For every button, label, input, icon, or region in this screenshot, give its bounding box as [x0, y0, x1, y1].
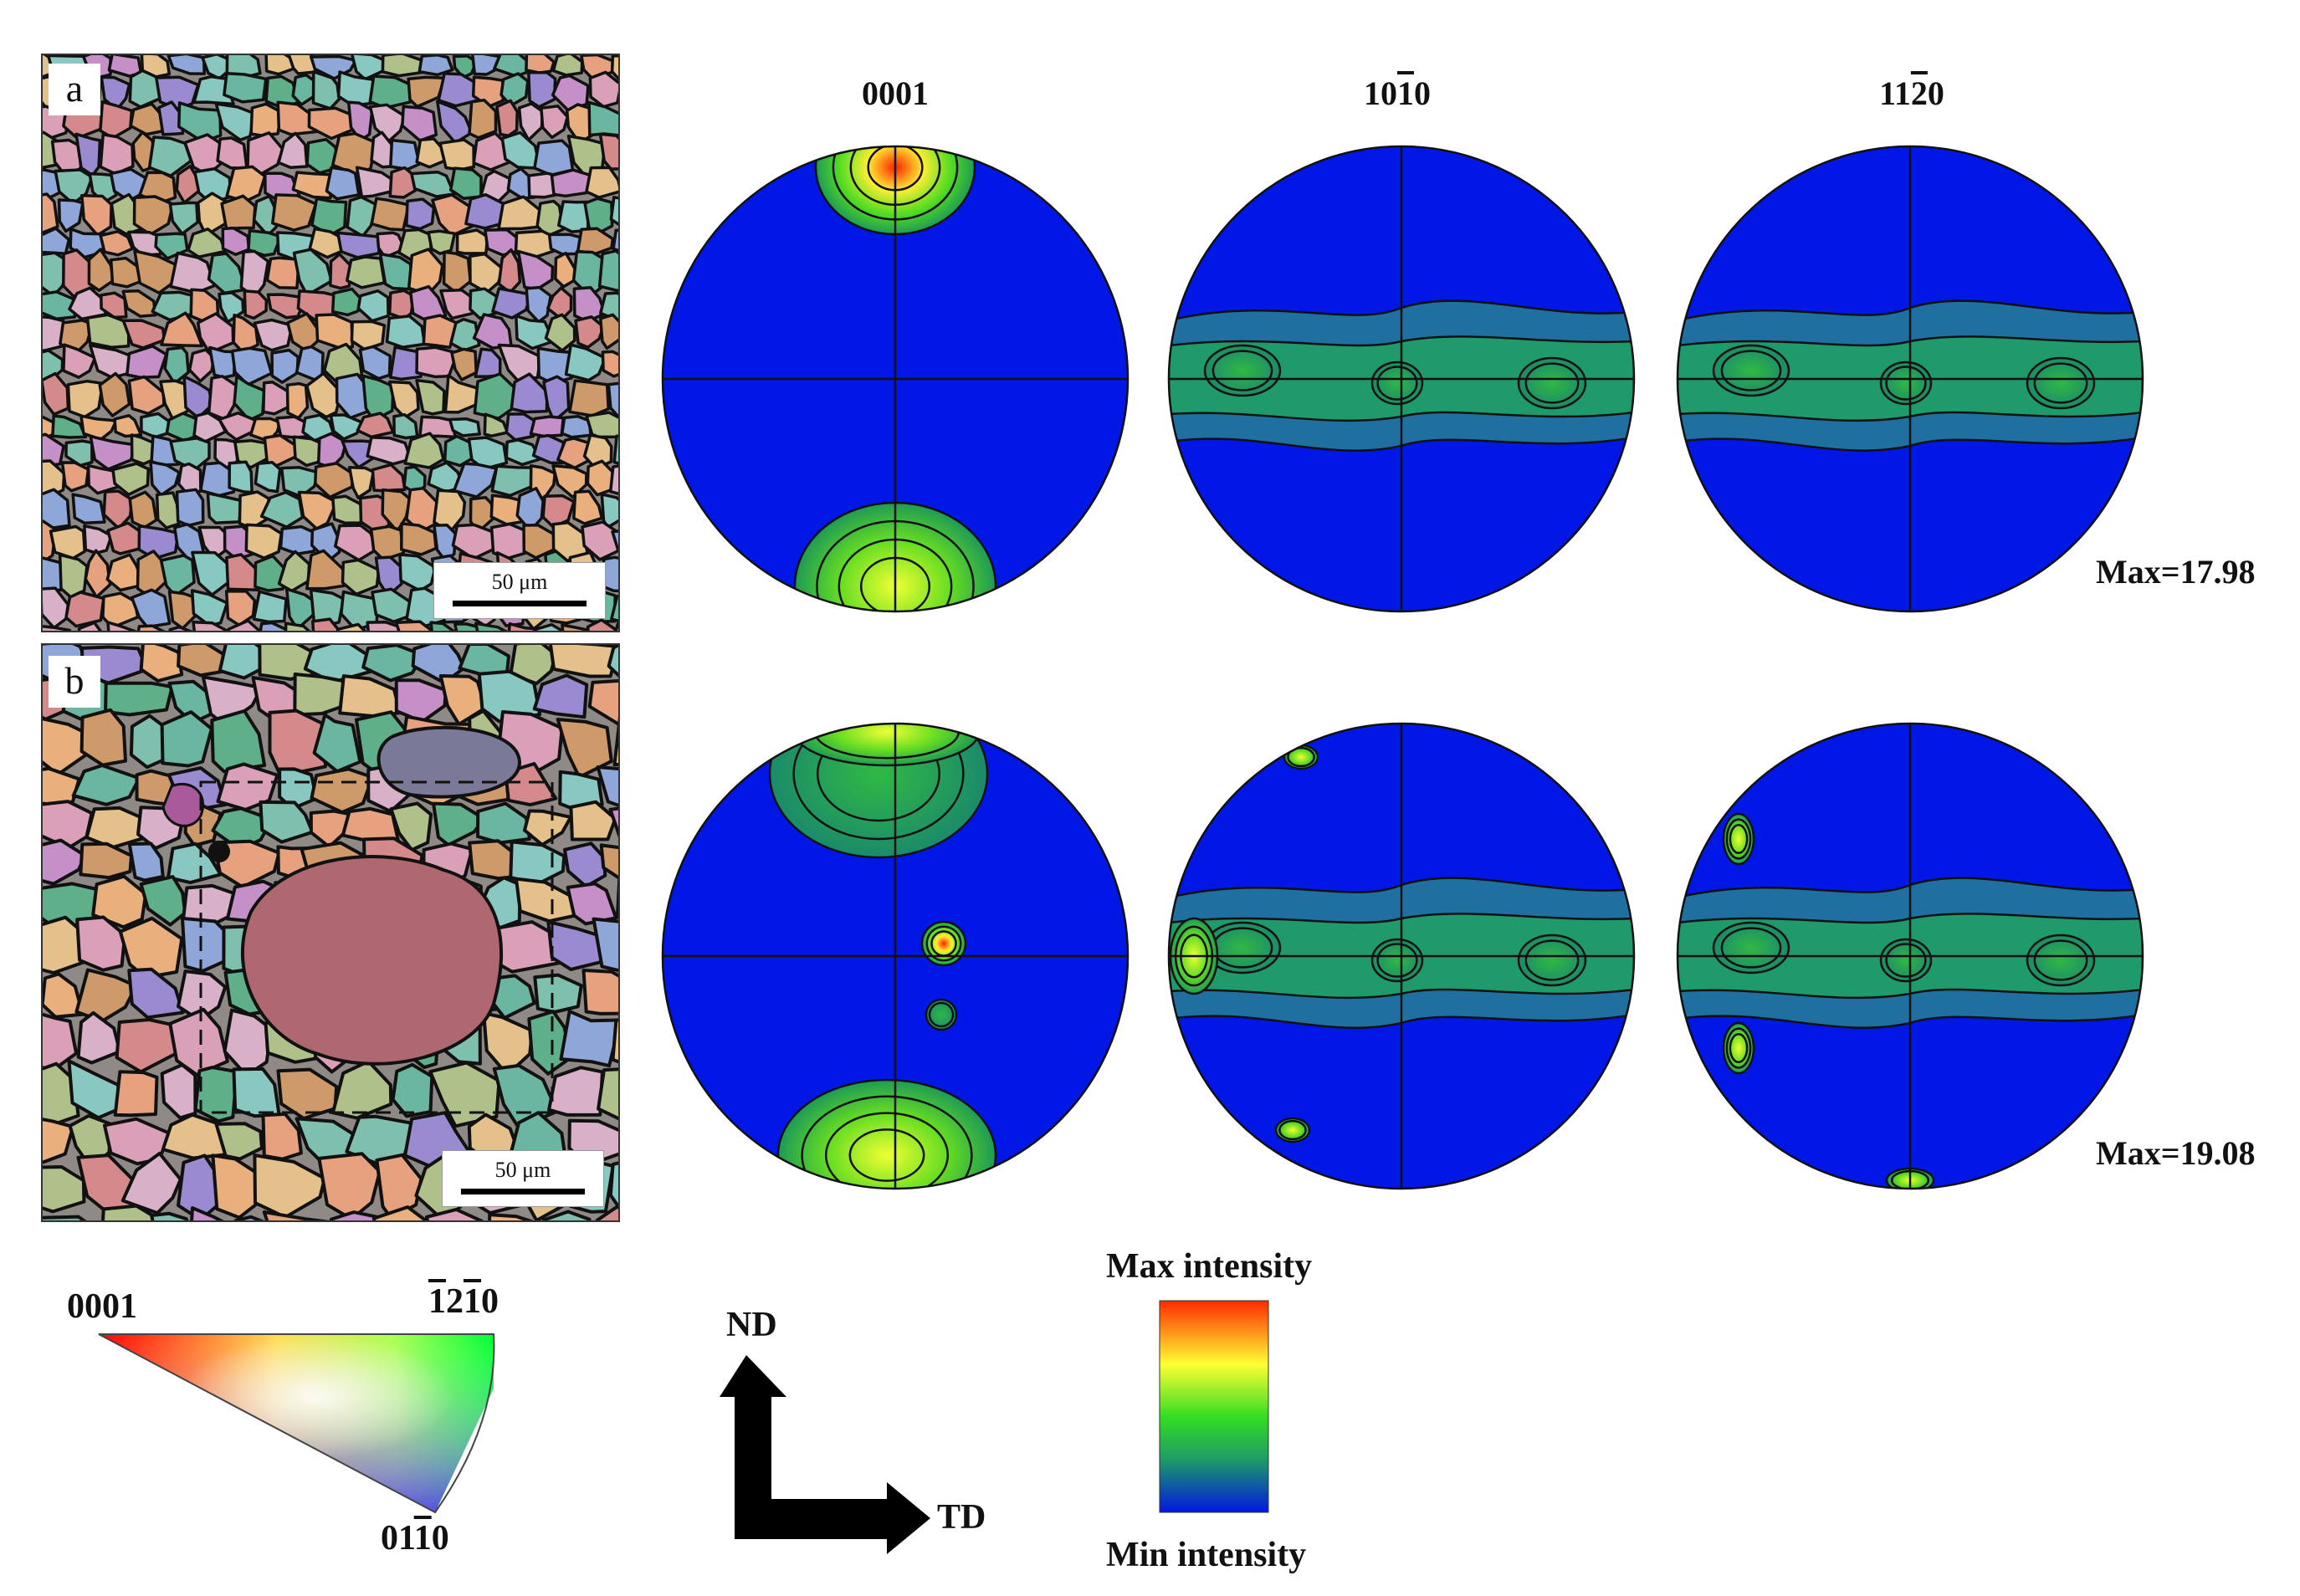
panel-a-letter: a: [49, 64, 100, 115]
scale-bar-b-line: [461, 1189, 585, 1194]
pole-figure-b-0: [661, 722, 1130, 1190]
pole-figure-b-1: [1167, 722, 1636, 1190]
axis-label-td: TD: [937, 1498, 986, 1537]
micrograph-b: [42, 644, 619, 1221]
ipf-label-bottom: 0110: [381, 1519, 449, 1558]
pole-figure-b-2: [1676, 722, 2144, 1190]
row-b-max-label: Max=19.08: [2096, 1134, 2256, 1172]
scale-bar-b: 50 μm: [442, 1150, 604, 1207]
ipf-color-key: [98, 1333, 495, 1514]
micrograph-a: [42, 54, 619, 632]
nd-td-axes: [720, 1355, 930, 1554]
row-a-max-label: Max=17.98: [2096, 553, 2256, 591]
pole-figure-a-2: [1676, 145, 2144, 613]
header-10-10: 1010: [1364, 74, 1431, 112]
colorbar-min-label: Min intensity: [1106, 1536, 1307, 1574]
scale-bar-a: 50 μm: [433, 562, 606, 619]
pole-figure-a-1: [1167, 145, 1636, 613]
header-0001: 0001: [862, 74, 929, 112]
ipf-label-top-right: 1210: [428, 1282, 499, 1321]
scale-bar-a-line: [453, 601, 587, 606]
axis-label-nd: ND: [726, 1306, 777, 1344]
scale-bar-b-text: 50 μm: [494, 1158, 551, 1182]
colorbar-max-label: Max intensity: [1106, 1247, 1313, 1286]
panel-b-letter: b: [49, 656, 100, 708]
intensity-colorbar: [1159, 1300, 1269, 1513]
ipf-label-0001: 0001: [67, 1287, 137, 1326]
scale-bar-a-text: 50 μm: [491, 570, 548, 594]
pole-figure-a-0: [661, 145, 1130, 613]
header-11-20: 1120: [1879, 74, 1944, 112]
